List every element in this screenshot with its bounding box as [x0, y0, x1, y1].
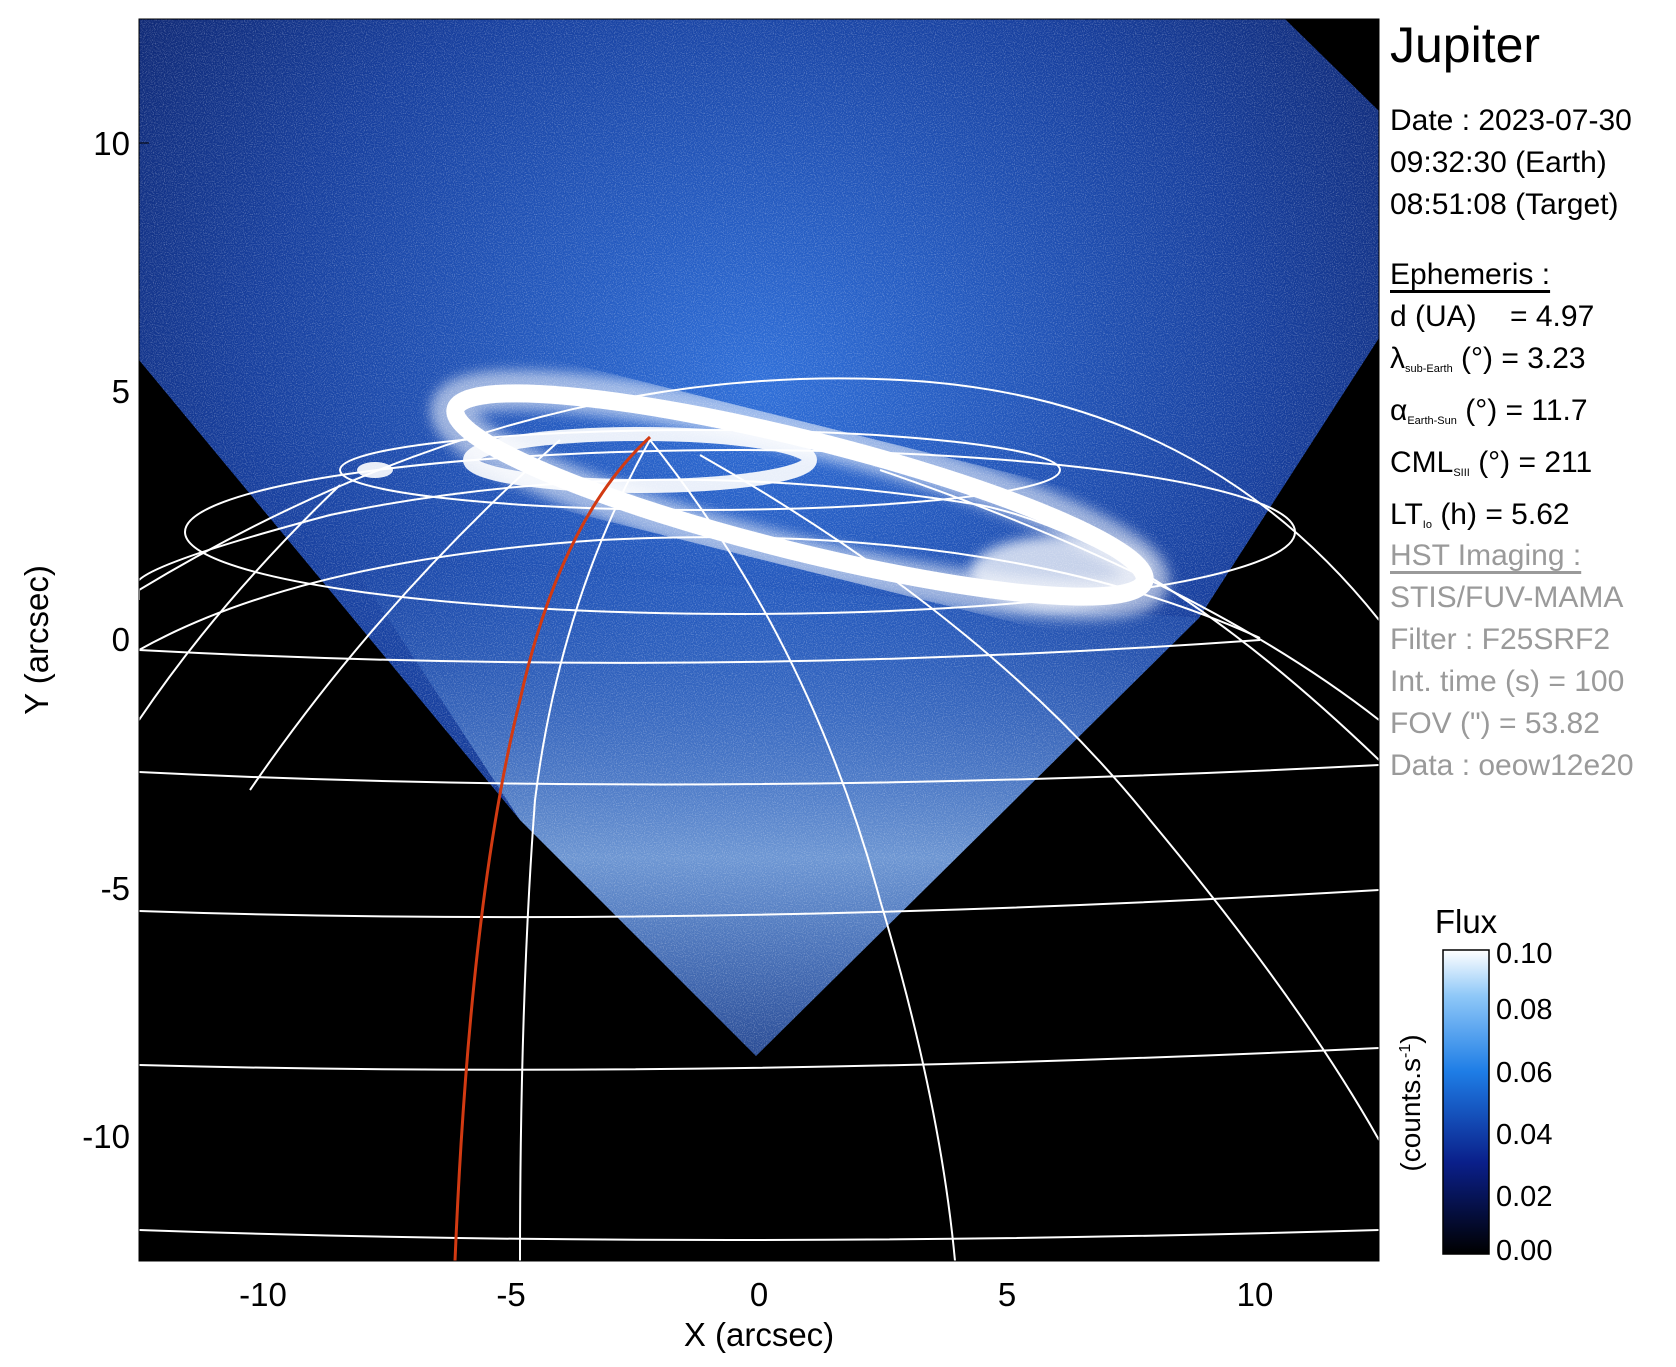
colorbar-tick: 0.06	[1496, 1057, 1552, 1089]
colorbar-tick: 0.02	[1496, 1181, 1552, 1213]
x-tick-label: -5	[496, 1276, 525, 1313]
colorbar-gradient	[1442, 949, 1490, 1255]
colorbar-tick: 0.04	[1496, 1119, 1552, 1151]
y-tick-label: -10	[82, 1118, 130, 1155]
x-tick-label: 0	[750, 1276, 768, 1313]
colorbar: Flux 0.10 0.08 0.06 0.04 0.02 0.00 (coun…	[1395, 903, 1552, 1267]
imaging-block: HST Imaging : STIS/FUV-MAMA Filter : F25…	[1390, 535, 1634, 787]
ephemeris-heading: Ephemeris :	[1390, 258, 1551, 291]
x-tick-label: -10	[239, 1276, 287, 1313]
y-tick-label: 5	[112, 373, 130, 410]
aurora-image	[139, 19, 1379, 1261]
instrument-line: STIS/FUV-MAMA	[1390, 581, 1624, 614]
distance-line: d (UA) = 4.97	[1390, 300, 1595, 333]
x-tick-label: 5	[998, 1276, 1016, 1313]
target-time-line: 08:51:08 (Target)	[1390, 188, 1619, 221]
earth-time-line: 09:32:30 (Earth)	[1390, 146, 1607, 179]
planet-grid	[139, 377, 1379, 1261]
limb	[139, 377, 1379, 621]
y-axis-label: Y (arcsec)	[18, 565, 55, 715]
x-axis: -10 -5 0 5 10	[239, 1251, 1273, 1313]
date-block: Date : 2023-07-30 09:32:30 (Earth) 08:51…	[1390, 100, 1632, 226]
y-tick-label: -5	[101, 870, 130, 907]
colorbar-title: Flux	[1435, 903, 1498, 940]
ephemeris-block: Ephemeris : d (UA) = 4.97 λsub-Earth (°)…	[1390, 254, 1594, 546]
colorbar-unit-label: (counts.s-1)	[1395, 1034, 1426, 1171]
colorbar-tick: 0.08	[1496, 994, 1552, 1026]
y-tick-label: 10	[93, 125, 130, 162]
y-axis: 10 5 0 -5 -10	[82, 125, 149, 1155]
sub-earth-latitude-line: λsub-Earth (°) = 3.23	[1390, 342, 1586, 375]
y-tick-label: 0	[112, 621, 130, 658]
x-axis-label: X (arcsec)	[684, 1316, 834, 1353]
phase-angle-line: αEarth-Sun (°) = 11.7	[1390, 394, 1588, 427]
central-meridian-longitude-line: CMLSIII (°) = 211	[1390, 446, 1593, 479]
imaging-heading: HST Imaging :	[1390, 539, 1582, 572]
io-local-time-line: LTIo (h) = 5.62	[1390, 498, 1570, 531]
filter-line: Filter : F25SRF2	[1390, 623, 1611, 656]
date-line: Date : 2023-07-30	[1390, 104, 1632, 137]
planet-title: Jupiter	[1390, 17, 1541, 73]
dataset-line: Data : oeow12e20	[1390, 749, 1634, 782]
x-tick-label: 10	[1237, 1276, 1274, 1313]
colorbar-tick: 0.00	[1496, 1235, 1552, 1267]
fov-line: FOV (") = 53.82	[1390, 707, 1600, 740]
integration-time-line: Int. time (s) = 100	[1390, 665, 1625, 698]
central-meridian-line	[453, 435, 652, 1261]
colorbar-tick: 0.10	[1496, 938, 1552, 970]
